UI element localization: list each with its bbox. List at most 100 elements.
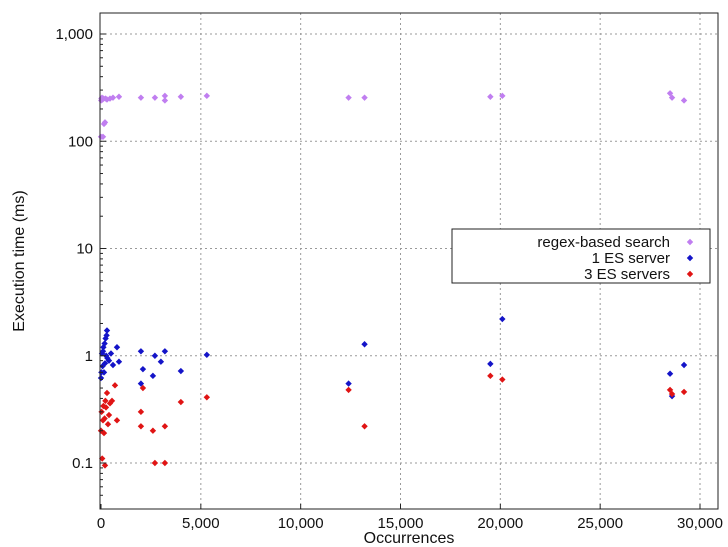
data-point xyxy=(109,94,117,101)
x-tick-label: 10,000 xyxy=(278,515,324,532)
y-tick-label: 0.1 xyxy=(72,455,93,472)
legend-label-3-es-servers: 3 ES servers xyxy=(584,266,670,283)
x-tick-label: 30,000 xyxy=(677,515,723,532)
data-point xyxy=(487,93,494,100)
data-point xyxy=(149,427,157,434)
data-point xyxy=(666,386,674,394)
data-point xyxy=(102,404,110,411)
data-point xyxy=(499,376,506,383)
data-point xyxy=(103,389,111,397)
data-point xyxy=(101,462,109,469)
data-point xyxy=(499,92,506,100)
data-point xyxy=(149,372,157,380)
data-point xyxy=(177,398,185,406)
data-point xyxy=(103,96,111,103)
data-point xyxy=(680,97,688,104)
axis-ticks: 0 5,000 10,000 15,000 20,000 25,000 30,000 0.1 1… xyxy=(55,26,722,532)
data-point xyxy=(115,93,123,100)
data-point xyxy=(102,397,109,405)
data-point xyxy=(151,459,159,467)
data-point xyxy=(203,394,211,401)
data-point xyxy=(668,390,676,398)
data-point xyxy=(137,380,145,387)
data-point xyxy=(345,94,352,101)
y-tick-label: 1,000 xyxy=(55,26,93,43)
data-point xyxy=(101,119,109,126)
data-point xyxy=(137,348,145,355)
legend-marker-1-es-server xyxy=(686,254,694,262)
series-regex-based-search xyxy=(97,90,688,141)
data-point xyxy=(161,423,169,430)
data-point xyxy=(137,408,145,416)
data-point xyxy=(102,352,110,359)
data-point xyxy=(99,133,107,141)
data-point xyxy=(105,411,113,419)
legend-box xyxy=(451,228,711,284)
data-point xyxy=(98,455,106,462)
data-point xyxy=(666,90,674,97)
data-point xyxy=(139,384,147,392)
data-point xyxy=(161,92,169,100)
data-point xyxy=(101,415,108,422)
data-point xyxy=(111,382,119,389)
y-tick-label: 10 xyxy=(76,241,93,258)
data-point xyxy=(103,327,111,334)
legend-marker-regex-based-search xyxy=(686,238,694,246)
data-point xyxy=(99,348,107,355)
legend-marker-3-es-servers xyxy=(686,270,694,278)
data-point xyxy=(107,350,115,357)
data-point xyxy=(668,94,676,101)
x-tick-label: 20,000 xyxy=(477,515,523,532)
data-point xyxy=(487,360,494,368)
data-point xyxy=(151,94,159,101)
data-point xyxy=(97,374,105,382)
data-point xyxy=(177,367,185,375)
x-tick-label: 15,000 xyxy=(378,515,424,532)
x-tick-label: 0 xyxy=(97,515,105,532)
data-point xyxy=(115,358,123,365)
y-tick-label: 100 xyxy=(68,133,93,150)
data-point xyxy=(487,372,494,380)
data-points xyxy=(97,90,688,469)
data-point xyxy=(108,397,116,405)
x-tick-label: 25,000 xyxy=(577,515,623,532)
series-3-es-servers xyxy=(97,372,688,469)
x-axis-title: Occurrences xyxy=(364,530,455,547)
data-point xyxy=(203,92,211,100)
data-point xyxy=(161,97,169,104)
data-point xyxy=(113,417,121,424)
data-point xyxy=(137,94,145,101)
series-1-es-server xyxy=(97,315,688,400)
legend-label-1-es-server: 1 ES server xyxy=(592,250,670,267)
data-point xyxy=(680,361,688,369)
legend-label-regex-based-search: regex-based search xyxy=(537,234,670,251)
data-point xyxy=(157,358,165,365)
data-point xyxy=(361,341,368,348)
plot-frame xyxy=(99,12,719,510)
data-point xyxy=(680,388,688,396)
data-point xyxy=(137,423,145,430)
data-point xyxy=(361,423,368,430)
data-point xyxy=(345,386,352,394)
data-point xyxy=(101,340,108,347)
y-tick-label: 1 xyxy=(85,348,93,365)
x-tick-label: 5,000 xyxy=(182,515,220,532)
data-point xyxy=(100,429,108,437)
data-point xyxy=(499,315,506,323)
data-point xyxy=(104,421,112,428)
data-point xyxy=(101,360,109,367)
data-point xyxy=(203,351,211,359)
data-point xyxy=(666,370,674,377)
data-point xyxy=(139,365,147,373)
data-point xyxy=(161,348,169,355)
data-point xyxy=(361,94,368,101)
y-axis-title: Execution time (ms) xyxy=(11,190,28,331)
data-point xyxy=(100,369,108,376)
data-point xyxy=(151,352,159,359)
data-point xyxy=(345,380,352,387)
legend: regex-based search 1 ES server 3 ES serv… xyxy=(451,228,711,284)
data-point xyxy=(109,361,117,369)
data-point xyxy=(113,344,121,351)
data-point xyxy=(177,93,185,100)
